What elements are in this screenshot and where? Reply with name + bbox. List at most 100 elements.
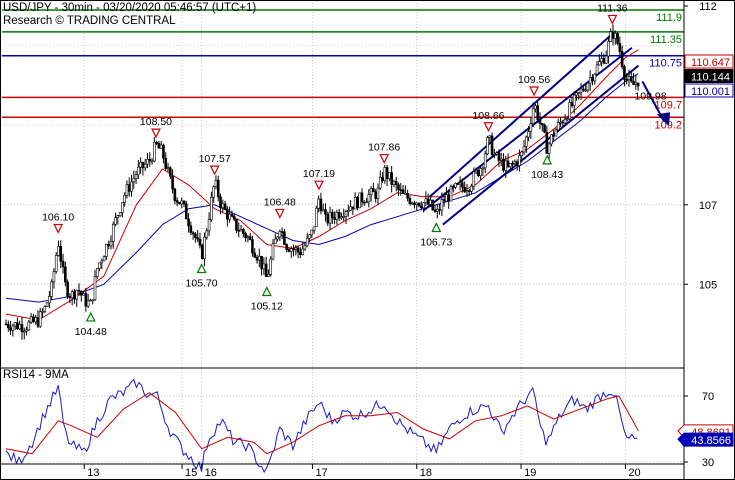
candle-body: [191, 232, 195, 235]
swing-low-marker: [196, 263, 207, 274]
candle-body: [61, 260, 65, 268]
candle-body: [239, 228, 243, 232]
candle-body: [627, 76, 631, 80]
candle-body: [513, 161, 517, 164]
candle-body: [205, 230, 209, 238]
y-tick-label: 105: [699, 279, 717, 291]
candle-body: [374, 191, 377, 199]
candle-body: [527, 131, 530, 138]
candle-body: [228, 213, 231, 220]
candle-body: [613, 33, 617, 39]
candle-body: [125, 184, 129, 196]
candle-body: [102, 256, 106, 262]
swing-high-label: 111.36: [597, 2, 628, 14]
candle-body: [502, 158, 505, 171]
swing-high-marker: [313, 180, 324, 191]
candle-body: [45, 302, 49, 307]
rsi-ma-line: [5, 392, 639, 455]
candle-body: [481, 167, 485, 170]
candle-body: [582, 88, 585, 91]
candle-body: [271, 243, 275, 260]
candle-body: [200, 244, 204, 259]
candle-body: [504, 160, 508, 171]
x-tick-label: 13: [87, 467, 99, 479]
candle-body: [593, 73, 597, 82]
swing-high-marker: [274, 208, 285, 219]
candle-body: [401, 189, 405, 194]
candle-body: [629, 76, 633, 82]
candle-body: [365, 201, 368, 204]
x-tick-label: 17: [315, 467, 327, 479]
candle-body: [474, 169, 478, 173]
candle-body: [438, 208, 441, 211]
candle-body: [248, 236, 252, 240]
candle-body: [130, 181, 133, 192]
candle-body: [82, 293, 85, 296]
candle-body: [214, 179, 218, 187]
candle-body: [362, 201, 366, 204]
candle-body: [159, 144, 163, 149]
candle-body: [559, 121, 562, 124]
candle-body: [394, 180, 398, 186]
swing-high-label: 106.10: [42, 212, 74, 224]
candle-body: [303, 245, 307, 250]
candle-body: [588, 77, 592, 84]
candle-body: [180, 200, 184, 205]
candle-body: [321, 209, 325, 212]
candle-body: [349, 206, 352, 211]
candle-body: [319, 198, 323, 212]
candle-body: [566, 118, 569, 121]
price-candles: [4, 24, 640, 340]
candle-body: [344, 211, 348, 217]
candle-body: [212, 186, 215, 198]
candle-body: [143, 163, 147, 169]
candle-body: [269, 258, 273, 275]
candle-body: [221, 203, 225, 209]
candle-body: [591, 77, 594, 82]
swing-low-label: 106.73: [420, 236, 452, 248]
swing-high-label: 107.86: [368, 142, 400, 154]
candle-body: [440, 199, 444, 211]
candle-body: [84, 293, 88, 307]
candle-body: [296, 247, 300, 253]
candle-body: [107, 244, 110, 247]
candle-body: [600, 58, 603, 62]
candle-body: [547, 143, 551, 154]
candle-body: [356, 197, 359, 209]
rsi-title: RSI14 - 9MA: [3, 369, 69, 381]
candle-body: [561, 121, 565, 124]
price-box-label: 110.144: [691, 72, 730, 84]
candle-body: [134, 174, 138, 179]
swing-low-marker: [85, 311, 96, 322]
candle-body: [301, 248, 304, 255]
candle-body: [604, 55, 608, 64]
candle-body: [132, 177, 136, 183]
candle-body: [529, 123, 533, 132]
swing-low-marker: [431, 222, 442, 233]
candle-body: [445, 194, 448, 202]
candle-body: [331, 211, 334, 218]
candle-body: [210, 197, 213, 220]
candle-body: [497, 152, 501, 161]
candle-body: [237, 229, 241, 232]
candle-body: [465, 190, 469, 193]
candle-body: [52, 271, 56, 283]
candle-body: [16, 322, 19, 330]
rsi-value-label: 43.8566: [691, 435, 731, 447]
candle-body: [518, 155, 521, 166]
rsi-line: [5, 378, 638, 474]
candle-body: [346, 210, 350, 212]
candle-body: [358, 192, 362, 209]
candle-body: [337, 212, 341, 219]
candle-body: [68, 295, 72, 299]
level-label: 110.75: [649, 58, 682, 70]
candle-body: [251, 239, 254, 254]
candle-body: [246, 236, 250, 239]
candle-body: [586, 82, 590, 91]
candle-body: [342, 216, 346, 218]
projection-label: 109.98: [634, 91, 666, 103]
candle-body: [538, 119, 542, 124]
candle-body: [461, 182, 464, 188]
candle-body: [100, 260, 104, 264]
